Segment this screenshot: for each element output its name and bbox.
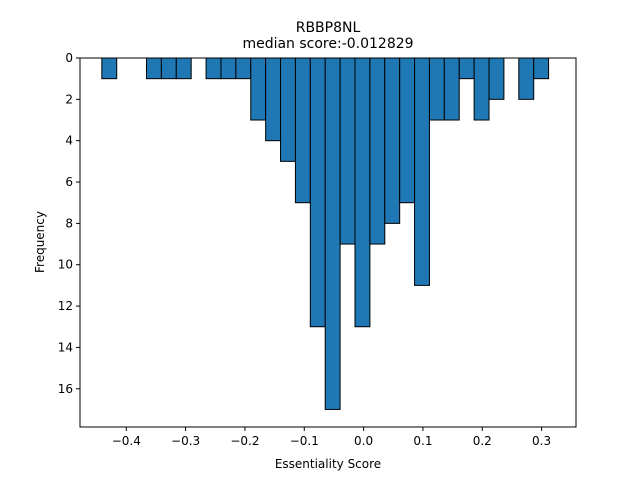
histogram-bar xyxy=(160,57,177,80)
histogram-bar xyxy=(533,57,550,80)
histogram-bars xyxy=(101,57,550,410)
histogram-bar xyxy=(369,57,386,245)
y-tick-label: 6 xyxy=(65,175,73,189)
y-tick-label: 2 xyxy=(65,92,73,106)
histogram-bar xyxy=(354,57,371,328)
y-tick-label: 10 xyxy=(58,258,73,272)
histogram-bar xyxy=(280,57,296,162)
x-tick-label: −0.1 xyxy=(290,434,319,448)
histogram-bar xyxy=(265,57,282,142)
histogram-bar xyxy=(458,57,475,80)
x-axis-label: Essentiality Score xyxy=(275,457,381,471)
x-tick-label: −0.2 xyxy=(230,434,259,448)
x-tick-label: 0.0 xyxy=(354,434,373,448)
histogram-bar xyxy=(294,57,311,204)
histogram-bar xyxy=(220,57,237,80)
histogram-bar xyxy=(339,57,356,245)
chart-subtitle: median score:-0.012829 xyxy=(242,36,413,52)
histogram-bar xyxy=(324,57,341,410)
x-tick-label: −0.3 xyxy=(171,434,200,448)
histogram-bar xyxy=(235,57,252,80)
y-tick-label: 14 xyxy=(58,340,73,354)
y-tick-label: 16 xyxy=(58,382,73,396)
x-tick-label: −0.4 xyxy=(112,434,141,448)
y-tick-label: 8 xyxy=(65,216,73,230)
histogram-bar xyxy=(428,57,445,121)
y-tick-label: 4 xyxy=(65,134,73,148)
y-axis-ticks: 0 2 4 6 8 10 12 14 16 xyxy=(58,51,80,396)
histogram-bar xyxy=(205,57,222,80)
x-tick-label: 0.3 xyxy=(532,434,551,448)
x-tick-label: 0.1 xyxy=(413,434,432,448)
y-tick-label: 12 xyxy=(58,299,73,313)
x-axis-ticks: −0.4 −0.3 −0.2 −0.1 0.0 0.1 0.2 0.3 xyxy=(112,427,551,448)
histogram-bar xyxy=(250,57,267,121)
x-tick-label: 0.2 xyxy=(473,434,492,448)
histogram-bar xyxy=(384,57,401,224)
y-tick-label: 0 xyxy=(65,51,73,65)
chart-title: RBBP8NL xyxy=(296,20,361,36)
histogram-bar xyxy=(473,57,490,121)
histogram-bar xyxy=(488,57,505,100)
histogram-bar xyxy=(175,57,192,80)
histogram-bar xyxy=(101,57,118,80)
histogram-bar xyxy=(146,57,162,80)
histogram-bar xyxy=(518,57,535,100)
y-axis-label: Frequency xyxy=(33,211,47,273)
histogram-bar xyxy=(443,57,460,121)
histogram-bar xyxy=(399,57,416,204)
histogram-bar xyxy=(414,57,430,286)
plot-frame xyxy=(79,57,577,428)
histogram-bar xyxy=(309,57,326,328)
